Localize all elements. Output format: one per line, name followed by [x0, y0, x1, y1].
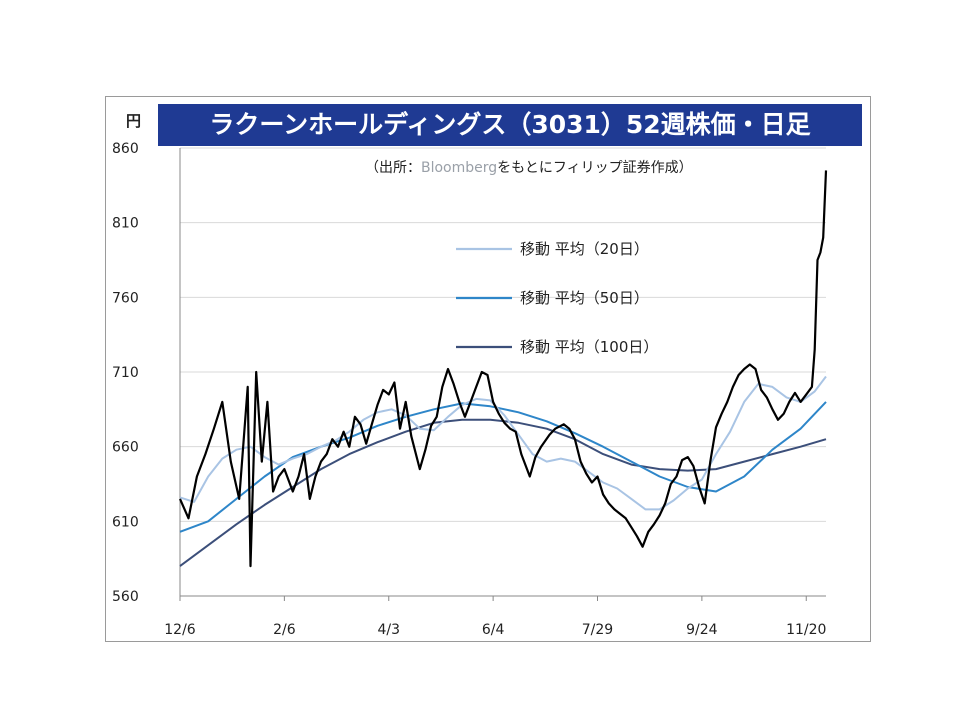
chart-title: ラクーンホールディングス（3031）52週株価・日足 — [158, 104, 862, 146]
source-name: Bloomberg — [421, 160, 498, 176]
x-tick-label: 7/29 — [582, 622, 613, 638]
source-prefix: （出所： — [365, 160, 421, 176]
y-tick-label: 760 — [112, 290, 139, 306]
x-tick-label: 9/24 — [686, 622, 718, 638]
ma50-legend-label: 移動 平均（50日） — [520, 289, 649, 307]
source-suffix: をもとにフィリップ証券作成） — [497, 160, 693, 176]
x-tick-label: 2/6 — [273, 622, 296, 638]
x-tick-label: 12/6 — [164, 622, 196, 638]
y-tick-label: 710 — [112, 365, 139, 381]
ma20-legend-label: 移動 平均（20日） — [520, 240, 649, 258]
ma100-legend-label: 移動 平均（100日） — [520, 338, 658, 356]
x-tick-label: 11/20 — [786, 622, 826, 638]
source-note: （出所：Bloombergをもとにフィリップ証券作成） — [365, 157, 693, 177]
x-tick-label: 6/4 — [482, 622, 505, 638]
y-tick-label: 860 — [112, 141, 139, 157]
y-tick-label: 810 — [112, 216, 139, 232]
ma100-line — [179, 418, 827, 567]
x-tick-label: 4/3 — [377, 622, 400, 638]
y-tick-label: 660 — [112, 440, 139, 456]
y-tick-label: 610 — [112, 514, 139, 530]
price-line — [178, 170, 828, 568]
y-tick-label: 560 — [112, 589, 139, 605]
ma20-line — [179, 375, 827, 511]
y-axis-unit-label: 円 — [126, 112, 142, 130]
